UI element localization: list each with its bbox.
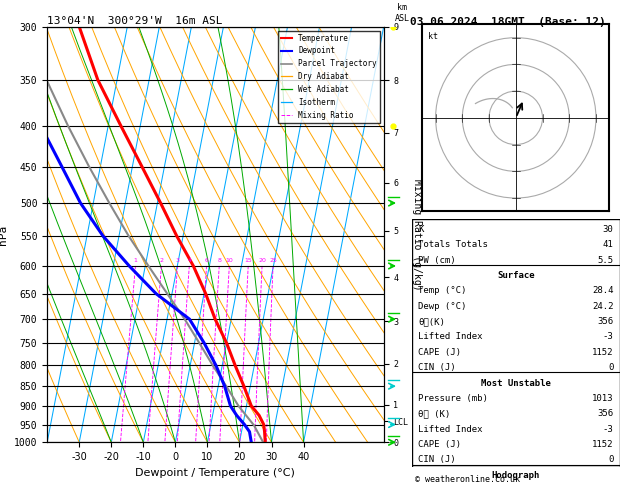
Text: 6: 6	[204, 258, 208, 262]
Text: Dewp (°C): Dewp (°C)	[418, 302, 467, 311]
Text: K: K	[418, 225, 423, 234]
Text: kt: kt	[428, 32, 438, 41]
Y-axis label: hPa: hPa	[0, 225, 8, 244]
Y-axis label: Mixing Ratio (g/kg): Mixing Ratio (g/kg)	[412, 179, 422, 290]
Text: 1013: 1013	[592, 394, 613, 403]
Text: 2: 2	[159, 258, 164, 262]
Text: θᴇ (K): θᴇ (K)	[418, 409, 450, 418]
Text: -3: -3	[603, 332, 613, 342]
Text: 3: 3	[175, 258, 179, 262]
Text: 1: 1	[133, 258, 137, 262]
Text: 25: 25	[269, 258, 277, 262]
X-axis label: Dewpoint / Temperature (°C): Dewpoint / Temperature (°C)	[135, 468, 296, 478]
Text: CAPE (J): CAPE (J)	[418, 440, 461, 449]
Text: Temp (°C): Temp (°C)	[418, 286, 467, 295]
Text: km
ASL: km ASL	[395, 3, 409, 22]
Text: PW (cm): PW (cm)	[418, 256, 456, 265]
Text: Lifted Index: Lifted Index	[418, 332, 482, 342]
Text: 28.4: 28.4	[592, 286, 613, 295]
Text: CIN (J): CIN (J)	[418, 363, 456, 372]
Text: 30: 30	[603, 225, 613, 234]
Text: © weatheronline.co.uk: © weatheronline.co.uk	[415, 475, 520, 484]
Text: Surface: Surface	[497, 271, 535, 280]
Text: 356: 356	[597, 317, 613, 326]
Text: 15: 15	[244, 258, 252, 262]
Text: 8: 8	[217, 258, 221, 262]
Text: 1152: 1152	[592, 440, 613, 449]
Text: Lifted Index: Lifted Index	[418, 425, 482, 434]
Text: 13°04'N  300°29'W  16m ASL: 13°04'N 300°29'W 16m ASL	[47, 16, 223, 26]
Text: Totals Totals: Totals Totals	[418, 240, 488, 249]
Text: 20: 20	[258, 258, 266, 262]
Text: 0: 0	[608, 363, 613, 372]
Text: CAPE (J): CAPE (J)	[418, 348, 461, 357]
Text: 4: 4	[187, 258, 191, 262]
Text: 03.06.2024  18GMT  (Base: 12): 03.06.2024 18GMT (Base: 12)	[410, 17, 606, 27]
Text: CIN (J): CIN (J)	[418, 455, 456, 465]
Text: θᴇ(K): θᴇ(K)	[418, 317, 445, 326]
Text: 0: 0	[608, 455, 613, 465]
Text: 24.2: 24.2	[592, 302, 613, 311]
Text: 5.5: 5.5	[597, 256, 613, 265]
Text: Most Unstable: Most Unstable	[481, 379, 551, 387]
Text: 41: 41	[603, 240, 613, 249]
Text: 1152: 1152	[592, 348, 613, 357]
Text: 10: 10	[225, 258, 233, 262]
Text: Pressure (mb): Pressure (mb)	[418, 394, 488, 403]
Text: 356: 356	[597, 409, 613, 418]
Text: -3: -3	[603, 425, 613, 434]
Text: Hodograph: Hodograph	[492, 471, 540, 480]
Legend: Temperature, Dewpoint, Parcel Trajectory, Dry Adiabat, Wet Adiabat, Isotherm, Mi: Temperature, Dewpoint, Parcel Trajectory…	[277, 31, 380, 122]
